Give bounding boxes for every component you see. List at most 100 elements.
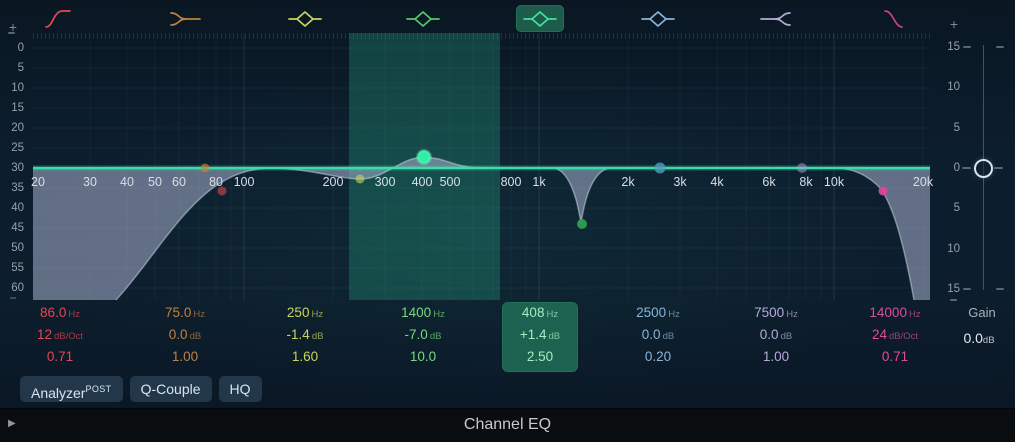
analyzer-scale-label: 45 [11, 222, 24, 234]
analyzer-scale-label: 10 [11, 82, 24, 94]
freq-label-300: 300 [374, 175, 396, 189]
band-3-q-value[interactable]: 1.60 [291, 349, 319, 364]
band-7-freq-value[interactable]: 7500 Hz [754, 305, 798, 320]
highshelf-filter-icon [760, 11, 791, 26]
band-6-q-value[interactable]: 0.20 [644, 349, 672, 364]
band-3-freq-value[interactable]: 250 Hz [286, 305, 324, 320]
footer-bar: ▶ Channel EQ [0, 408, 1015, 442]
band-3-control-point[interactable] [355, 174, 365, 184]
band-1-control-point[interactable] [217, 186, 227, 196]
q-couple-button[interactable]: Q-Couple [129, 376, 212, 402]
analyzer-scale-plus-button[interactable]: + [8, 19, 18, 35]
gain-scale-label: 0 [953, 162, 960, 174]
freq-label-400: 400 [411, 175, 433, 189]
bell-filter-icon [406, 10, 440, 27]
freq-label-10k: 10k [823, 175, 845, 189]
band-7-type-button[interactable] [752, 5, 800, 32]
band-1-type-button[interactable] [36, 5, 84, 32]
analyzer-scale-minus-button[interactable]: − [9, 291, 17, 305]
analyzer-scale-label: 35 [11, 182, 24, 194]
gain-scale-label: 10 [947, 243, 960, 255]
band-4-freq-value[interactable]: 1400 Hz [401, 305, 445, 320]
freq-label-500: 500 [439, 175, 461, 189]
gain-label: Gain [968, 305, 996, 320]
freq-label-4k: 4k [710, 175, 724, 189]
band-6-freq-value[interactable]: 2500 Hz [636, 305, 680, 320]
analyzer-scale-label: 50 [11, 242, 24, 254]
band-4-q-value[interactable]: 10.0 [409, 349, 437, 364]
band-4-type-button[interactable] [399, 5, 447, 32]
band-8-q-value[interactable]: 0.71 [881, 349, 909, 364]
band-2-gain-value[interactable]: 0.0 dB [168, 327, 202, 342]
band-5-type-button[interactable] [516, 5, 564, 32]
band-2-type-button[interactable] [161, 5, 209, 32]
band-1-gain-value[interactable]: 12 dB/Oct [36, 327, 84, 342]
gain-tick [996, 288, 1004, 290]
band-8-freq-value[interactable]: 14000 Hz [869, 305, 921, 320]
freq-label-800: 800 [500, 175, 522, 189]
gain-scale-label: 10 [947, 81, 960, 93]
hq-button[interactable]: HQ [218, 376, 262, 402]
band-8-control-point[interactable] [878, 186, 888, 196]
band-3-gain-value[interactable]: -1.4 dB [286, 327, 324, 342]
band-5-q-value[interactable]: 2.50 [526, 349, 554, 364]
band-5-control-point[interactable] [416, 149, 432, 165]
band-8-gain-value[interactable]: 24 dB/Oct [871, 327, 919, 342]
band-5-gain-value[interactable]: +1.4 dB [519, 327, 561, 342]
freq-label-1k: 1k [532, 175, 546, 189]
gain-scale-bottom-tick [950, 299, 957, 301]
analyzer-scale-label: 55 [11, 262, 24, 274]
master-gain-knob[interactable] [974, 159, 993, 178]
bell-filter-icon [641, 10, 675, 27]
analyzer-scale-label: 25 [11, 142, 24, 154]
gain-tick [996, 46, 1004, 48]
gain-scale-plus-button[interactable]: + [949, 16, 959, 32]
band-2-q-value[interactable]: 1.00 [171, 349, 199, 364]
analyzer-mode-label: POST [85, 384, 112, 394]
freq-label-2k: 2k [621, 175, 635, 189]
band-3-type-button[interactable] [281, 5, 329, 32]
lowpass-filter-icon [884, 9, 903, 28]
band-7-control-point[interactable] [797, 163, 807, 173]
band-4-params: 1400 Hz -7.0 dB 10.0 [385, 302, 461, 372]
highpass-filter-icon [45, 9, 71, 28]
freq-label-40: 40 [120, 175, 134, 189]
eq-curve-fill [33, 157, 930, 300]
gain-value[interactable]: 0.0dB [948, 330, 1010, 346]
band-7-gain-value[interactable]: 0.0 dB [759, 327, 793, 342]
analyzer-scale-label: 0 [17, 42, 24, 54]
analyzer-scale-label: 30 [11, 162, 24, 174]
band-1-q-value[interactable]: 0.71 [46, 349, 74, 364]
band-7-q-value[interactable]: 1.00 [762, 349, 790, 364]
gain-scale-label: 5 [953, 122, 960, 134]
band-5-freq-value[interactable]: 408 Hz [521, 305, 559, 320]
band-6-control-point[interactable] [654, 162, 666, 174]
plugin-title: Channel EQ [463, 416, 552, 433]
gain-scale-label: 15 [947, 41, 960, 53]
analyzer-button[interactable]: AnalyzerPOST [20, 376, 123, 402]
freq-label-20k: 20k [912, 175, 934, 189]
gain-value-number: 0.0 [963, 330, 983, 346]
freq-label-30: 30 [83, 175, 97, 189]
band-2-control-point[interactable] [200, 163, 210, 173]
minor-tick-comb [33, 33, 930, 39]
band-1-freq-value[interactable]: 86.0 Hz [40, 305, 80, 320]
band-control-points [200, 149, 888, 229]
band-4-gain-value[interactable]: -7.0 dB [404, 327, 442, 342]
bell-filter-icon [288, 10, 322, 27]
band-2-params: 75.0 Hz 0.0 dB 1.00 [147, 302, 223, 372]
band-1-params: 86.0 Hz 12 dB/Oct 0.71 [22, 302, 98, 372]
freq-label-6k: 6k [762, 175, 776, 189]
lowshelf-filter-icon [170, 11, 201, 26]
band-4-control-point[interactable] [577, 219, 587, 229]
band-6-gain-value[interactable]: 0.0 dB [641, 327, 675, 342]
band-7-params: 7500 Hz 0.0 dB 1.00 [738, 302, 814, 372]
analyzer-scale-label: 5 [17, 62, 24, 74]
disclosure-triangle-icon[interactable]: ▶ [8, 418, 16, 429]
analyzer-scale-top-tick [8, 32, 15, 34]
band-8-type-button[interactable] [871, 5, 919, 32]
band-2-freq-value[interactable]: 75.0 Hz [165, 305, 205, 320]
band-6-type-button[interactable] [634, 5, 682, 32]
analyzer-scale-label: 60 [11, 282, 24, 294]
